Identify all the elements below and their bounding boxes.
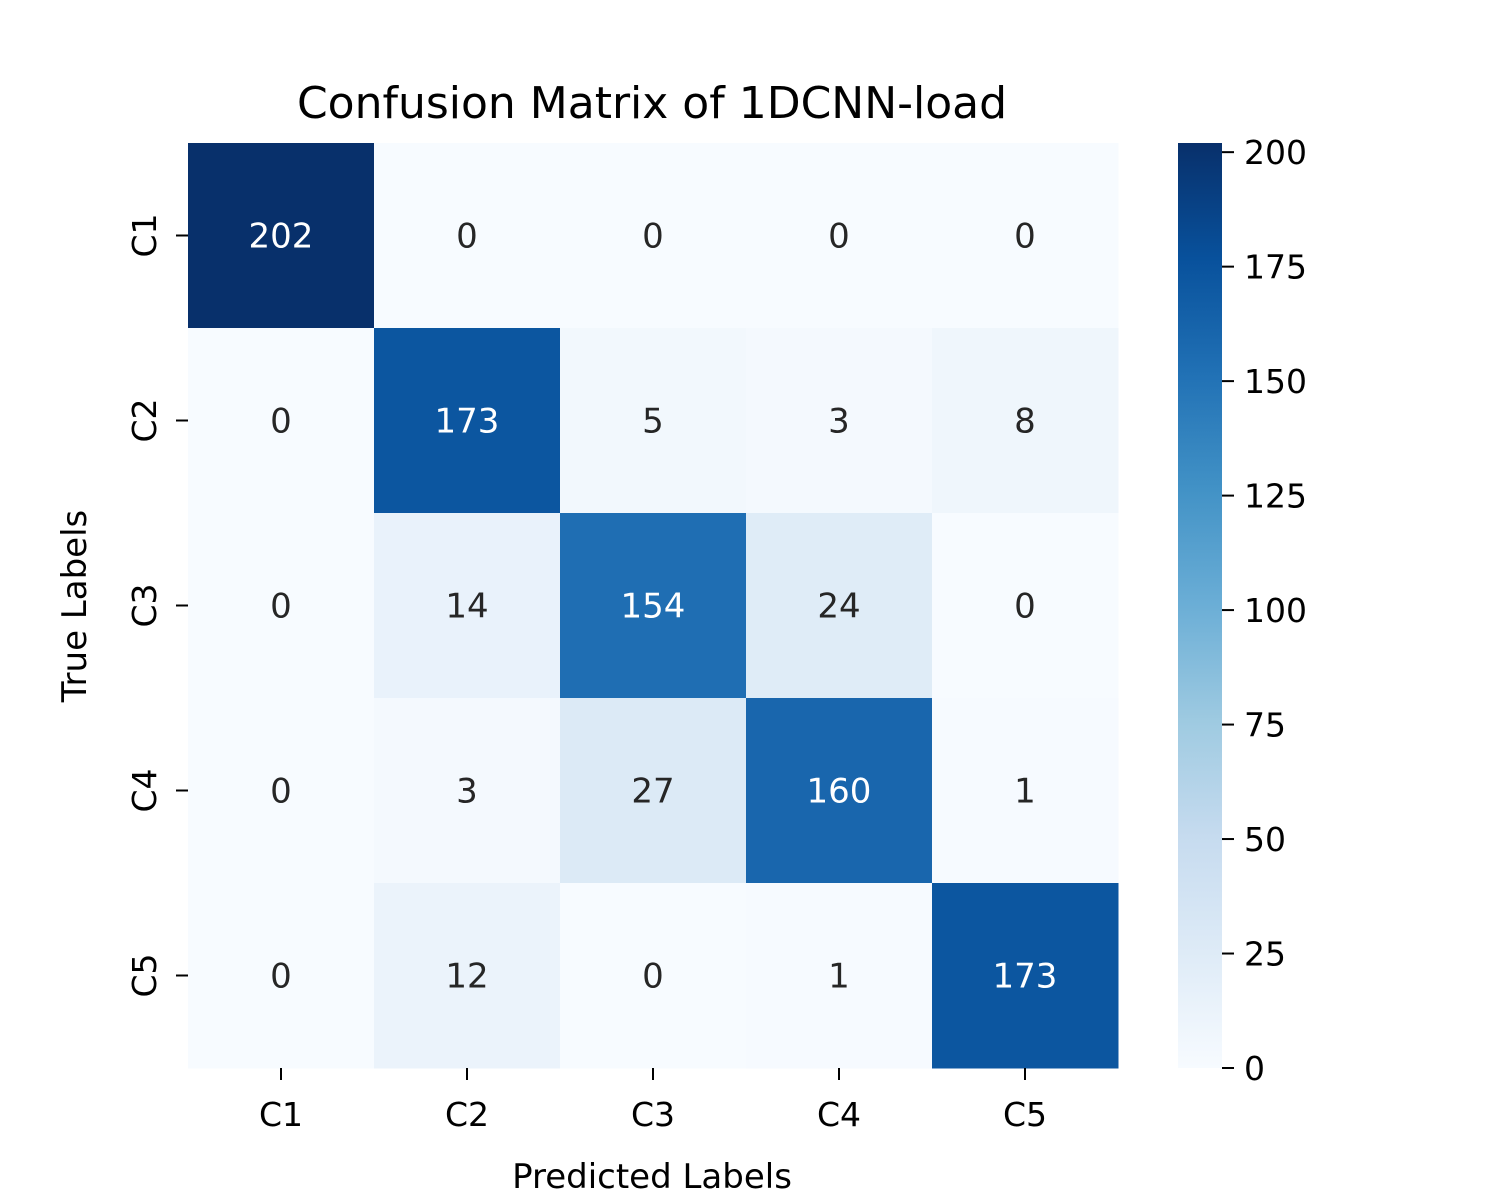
heatmap-cell — [560, 513, 747, 699]
x-axis-label: Predicted Labels — [512, 1157, 792, 1197]
x-tick-label: C2 — [445, 1095, 489, 1134]
colorbar: 0 25 50 75 100 125 150 175 200 — [1178, 133, 1307, 1088]
colorbar-gradient — [1178, 143, 1222, 1068]
heatmap-cell — [560, 698, 747, 884]
chart-title: Confusion Matrix of 1DCNN-load — [297, 78, 1007, 129]
heatmap-cell — [374, 143, 561, 329]
colorbar-tick-label: 175 — [1244, 248, 1307, 287]
colorbar-tick-label: 50 — [1244, 820, 1286, 859]
heatmap-cell — [188, 883, 375, 1069]
cell-value-label: 0 — [642, 957, 664, 997]
y-tick-label: C1 — [125, 213, 164, 257]
colorbar-tick-label: 25 — [1244, 935, 1286, 974]
y-axis: C1 C2 C3 C4 C5 — [125, 213, 188, 998]
heatmap-cell — [560, 883, 747, 1069]
heatmap-cell — [374, 883, 561, 1069]
x-axis: C1 C2 C3 C4 C5 — [259, 1068, 1047, 1134]
y-tick-label: C4 — [125, 768, 164, 812]
cell-value-label: 12 — [445, 957, 488, 997]
x-tick-label: C5 — [1003, 1095, 1047, 1134]
cell-value-label: 14 — [445, 587, 488, 627]
cell-value-label: 0 — [270, 587, 292, 627]
cell-value-label: 160 — [807, 772, 872, 812]
colorbar-tick-label: 125 — [1244, 477, 1307, 516]
colorbar-tick-label: 150 — [1244, 362, 1307, 401]
cell-value-label: 27 — [631, 772, 674, 812]
heatmap-cell — [560, 328, 747, 514]
heatmap-cell — [188, 513, 375, 699]
y-axis-label: True Labels — [55, 510, 95, 703]
heatmap-cell — [746, 883, 933, 1069]
x-tick-label: C1 — [259, 1095, 303, 1134]
y-tick-label: C2 — [125, 398, 164, 442]
cell-value-label: 0 — [456, 217, 478, 257]
cell-value-label: 0 — [270, 772, 292, 812]
cell-value-label: 154 — [621, 587, 686, 627]
cell-value-label: 3 — [456, 772, 478, 812]
cell-value-label: 173 — [993, 957, 1058, 997]
cell-value-label: 0 — [270, 957, 292, 997]
y-tick-label: C3 — [125, 583, 164, 627]
cell-value-label: 0 — [1014, 217, 1036, 257]
cell-value-label: 3 — [828, 402, 850, 442]
heatmap-cell — [188, 143, 375, 329]
colorbar-tick-label: 200 — [1244, 133, 1307, 172]
heatmap-cell-labels: 202 0 0 0 0 0 173 5 3 8 0 14 154 24 0 0 3 27 160 1 0 12 0 1 173 — [249, 217, 1058, 997]
cell-value-label: 0 — [828, 217, 850, 257]
cell-value-label: 0 — [1014, 587, 1036, 627]
cell-value-label: 24 — [817, 587, 860, 627]
heatmap-cell — [932, 143, 1119, 329]
cell-value-label: 0 — [270, 402, 292, 442]
heatmap-cell — [932, 513, 1119, 699]
heatmap-cell — [746, 698, 933, 884]
heatmap-cell — [746, 143, 933, 329]
x-tick-label: C3 — [631, 1095, 675, 1134]
heatmap-cell — [560, 143, 747, 329]
heatmap-cell — [374, 328, 561, 514]
cell-value-label: 202 — [249, 217, 314, 257]
y-tick-label: C5 — [125, 953, 164, 997]
cell-value-label: 0 — [642, 217, 664, 257]
cell-value-label: 173 — [435, 402, 500, 442]
heatmap-cell — [746, 513, 933, 699]
cell-value-label: 8 — [1014, 402, 1036, 442]
colorbar-tick-label: 75 — [1244, 706, 1286, 745]
heatmap-cell — [374, 698, 561, 884]
x-tick-label: C4 — [817, 1095, 861, 1134]
heatmap-cell — [932, 698, 1119, 884]
cell-value-label: 1 — [1014, 772, 1036, 812]
cell-value-label: 5 — [642, 402, 664, 442]
heatmap-cell — [188, 698, 375, 884]
heatmap-cells — [188, 143, 1119, 1069]
colorbar-tick-label: 100 — [1244, 591, 1307, 630]
colorbar-tick-label: 0 — [1244, 1049, 1265, 1088]
heatmap-cell — [746, 328, 933, 514]
cell-value-label: 1 — [828, 957, 850, 997]
heatmap-cell — [932, 328, 1119, 514]
heatmap-cell — [932, 883, 1119, 1069]
heatmap-cell — [188, 328, 375, 514]
heatmap-cell — [374, 513, 561, 699]
